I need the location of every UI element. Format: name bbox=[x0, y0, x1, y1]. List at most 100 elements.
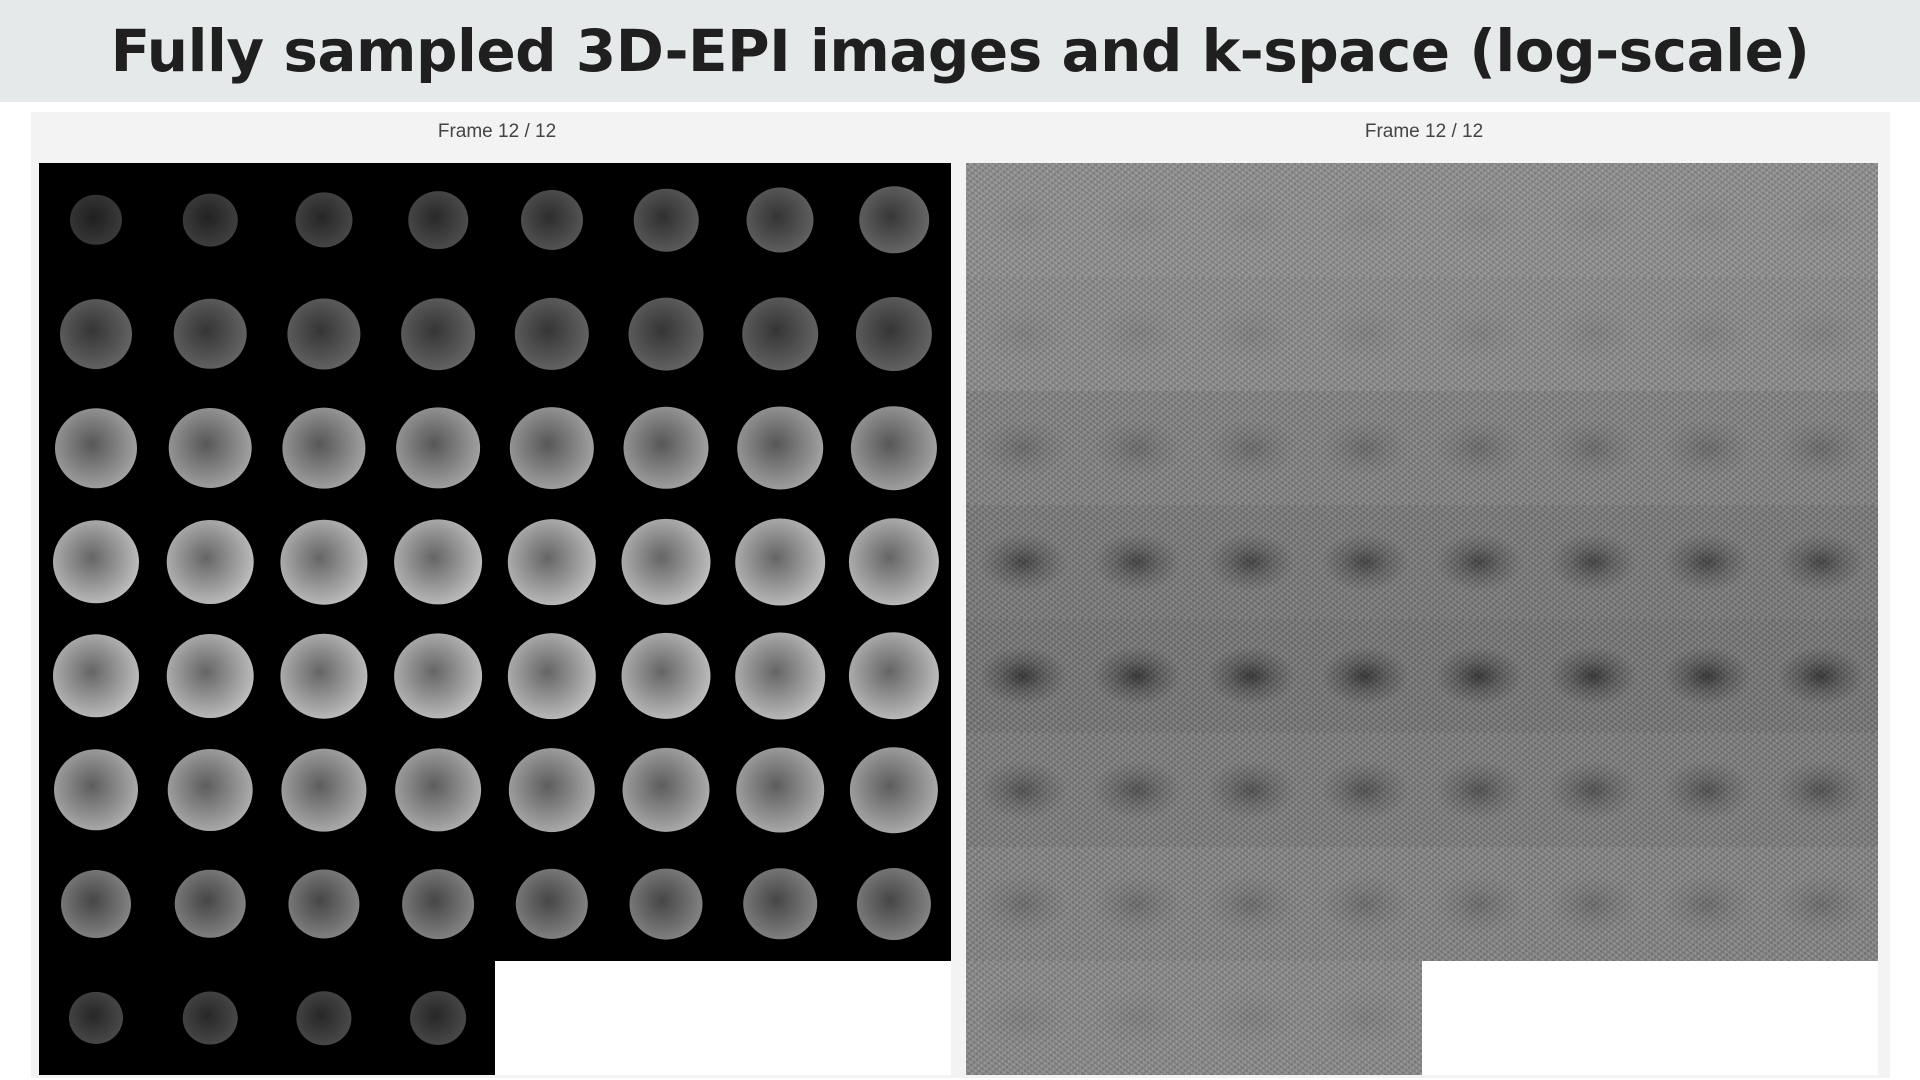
image-slice-tile bbox=[609, 847, 723, 961]
phantom-disc bbox=[166, 520, 254, 604]
kspace-center bbox=[1548, 532, 1638, 592]
kspace-center bbox=[1206, 418, 1296, 478]
kspace-texture bbox=[1422, 847, 1536, 961]
image-slice-tile bbox=[153, 163, 267, 277]
image-slice-tile bbox=[495, 847, 609, 961]
image-slice-tile bbox=[39, 961, 153, 1075]
kspace-texture bbox=[1194, 847, 1308, 961]
kspace-slice-tile bbox=[1080, 619, 1194, 733]
kspace-center bbox=[1548, 304, 1638, 364]
kspace-texture bbox=[1764, 163, 1878, 277]
kspace-texture bbox=[1080, 505, 1194, 619]
kspace-center bbox=[1776, 532, 1866, 592]
kspace-texture bbox=[1422, 391, 1536, 505]
image-slice-tile bbox=[267, 733, 381, 847]
phantom-disc bbox=[742, 297, 818, 371]
phantom-disc bbox=[859, 186, 929, 254]
phantom-disc bbox=[410, 990, 466, 1046]
kspace-center bbox=[1092, 418, 1182, 478]
phantom-disc bbox=[628, 297, 704, 371]
kspace-center bbox=[1206, 646, 1296, 706]
kspace-slice-tile bbox=[966, 163, 1080, 277]
phantom-disc bbox=[850, 406, 938, 490]
kspace-slice-tile bbox=[1080, 391, 1194, 505]
kspace-slice-tile bbox=[966, 619, 1080, 733]
kspace-slice-tile bbox=[1650, 277, 1764, 391]
phantom-disc bbox=[395, 748, 481, 832]
kspace-viewer[interactable]: Frame 12 / 12 bbox=[958, 112, 1890, 1078]
phantom-disc bbox=[54, 749, 138, 831]
kspace-center bbox=[978, 760, 1068, 820]
image-slice-tile bbox=[723, 391, 837, 505]
kspace-center bbox=[1662, 646, 1752, 706]
image-slice-tile bbox=[495, 277, 609, 391]
kspace-slice-tile bbox=[1650, 847, 1764, 961]
kspace-texture bbox=[1422, 277, 1536, 391]
kspace-slice-tile bbox=[1308, 391, 1422, 505]
phantom-disc bbox=[507, 633, 597, 719]
kspace-texture bbox=[966, 505, 1080, 619]
image-slice-tile bbox=[837, 277, 951, 391]
kspace-texture bbox=[1194, 733, 1308, 847]
kspace-slice-tile bbox=[1536, 163, 1650, 277]
kspace-slice-tile bbox=[966, 847, 1080, 961]
image-slice-tile bbox=[495, 391, 609, 505]
kspace-slice-tile bbox=[1308, 961, 1422, 1075]
kspace-slice-tile bbox=[1422, 277, 1536, 391]
title-bar: Fully sampled 3D-EPI images and k-space … bbox=[0, 0, 1920, 102]
kspace-slice-tile bbox=[1536, 619, 1650, 733]
kspace-center bbox=[1776, 418, 1866, 478]
phantom-disc bbox=[60, 299, 132, 369]
kspace-center bbox=[1092, 532, 1182, 592]
kspace-texture bbox=[1422, 163, 1536, 277]
image-slice-tile bbox=[495, 619, 609, 733]
image-slice-tile bbox=[267, 505, 381, 619]
image-viewer[interactable]: Frame 12 / 12 bbox=[31, 112, 963, 1078]
kspace-center bbox=[1776, 874, 1866, 934]
empty-tile bbox=[837, 961, 951, 1075]
kspace-center bbox=[1320, 874, 1410, 934]
phantom-disc bbox=[288, 869, 360, 939]
kspace-slice-tile bbox=[1308, 847, 1422, 961]
phantom-disc bbox=[743, 868, 817, 940]
image-slice-tile bbox=[723, 277, 837, 391]
image-slice-tile bbox=[495, 505, 609, 619]
phantom-disc bbox=[521, 189, 583, 251]
kspace-center bbox=[1206, 190, 1296, 250]
empty-tile bbox=[1764, 961, 1878, 1075]
kspace-texture bbox=[1194, 277, 1308, 391]
kspace-center bbox=[1320, 532, 1410, 592]
phantom-disc bbox=[621, 518, 711, 606]
phantom-disc bbox=[281, 748, 367, 832]
kspace-texture bbox=[1536, 277, 1650, 391]
kspace-center bbox=[1434, 418, 1524, 478]
phantom-disc bbox=[287, 298, 361, 370]
image-slice-tile bbox=[381, 505, 495, 619]
kspace-slice-tile bbox=[1080, 277, 1194, 391]
kspace-center bbox=[1320, 304, 1410, 364]
phantom-disc bbox=[282, 407, 366, 489]
phantom-disc bbox=[735, 632, 825, 720]
kspace-center bbox=[1206, 532, 1296, 592]
empty-tile bbox=[1536, 961, 1650, 1075]
kspace-slice-tile bbox=[1764, 847, 1878, 961]
kspace-slice-tile bbox=[1422, 619, 1536, 733]
kspace-texture bbox=[1308, 733, 1422, 847]
kspace-slice-tile bbox=[1764, 619, 1878, 733]
kspace-center bbox=[1206, 988, 1296, 1048]
image-slice-tile bbox=[381, 847, 495, 961]
kspace-slice-tile bbox=[1764, 733, 1878, 847]
image-slice-tile bbox=[39, 277, 153, 391]
kspace-texture bbox=[1308, 847, 1422, 961]
kspace-center bbox=[1092, 646, 1182, 706]
kspace-center bbox=[1662, 190, 1752, 250]
kspace-center bbox=[1662, 760, 1752, 820]
image-slice-tile bbox=[609, 277, 723, 391]
phantom-disc bbox=[280, 633, 368, 719]
kspace-texture bbox=[1080, 847, 1194, 961]
kspace-slice-tile bbox=[1194, 505, 1308, 619]
kspace-slice-tile bbox=[1080, 505, 1194, 619]
empty-tile bbox=[609, 961, 723, 1075]
image-slice-tile bbox=[267, 277, 381, 391]
kspace-center bbox=[1320, 190, 1410, 250]
